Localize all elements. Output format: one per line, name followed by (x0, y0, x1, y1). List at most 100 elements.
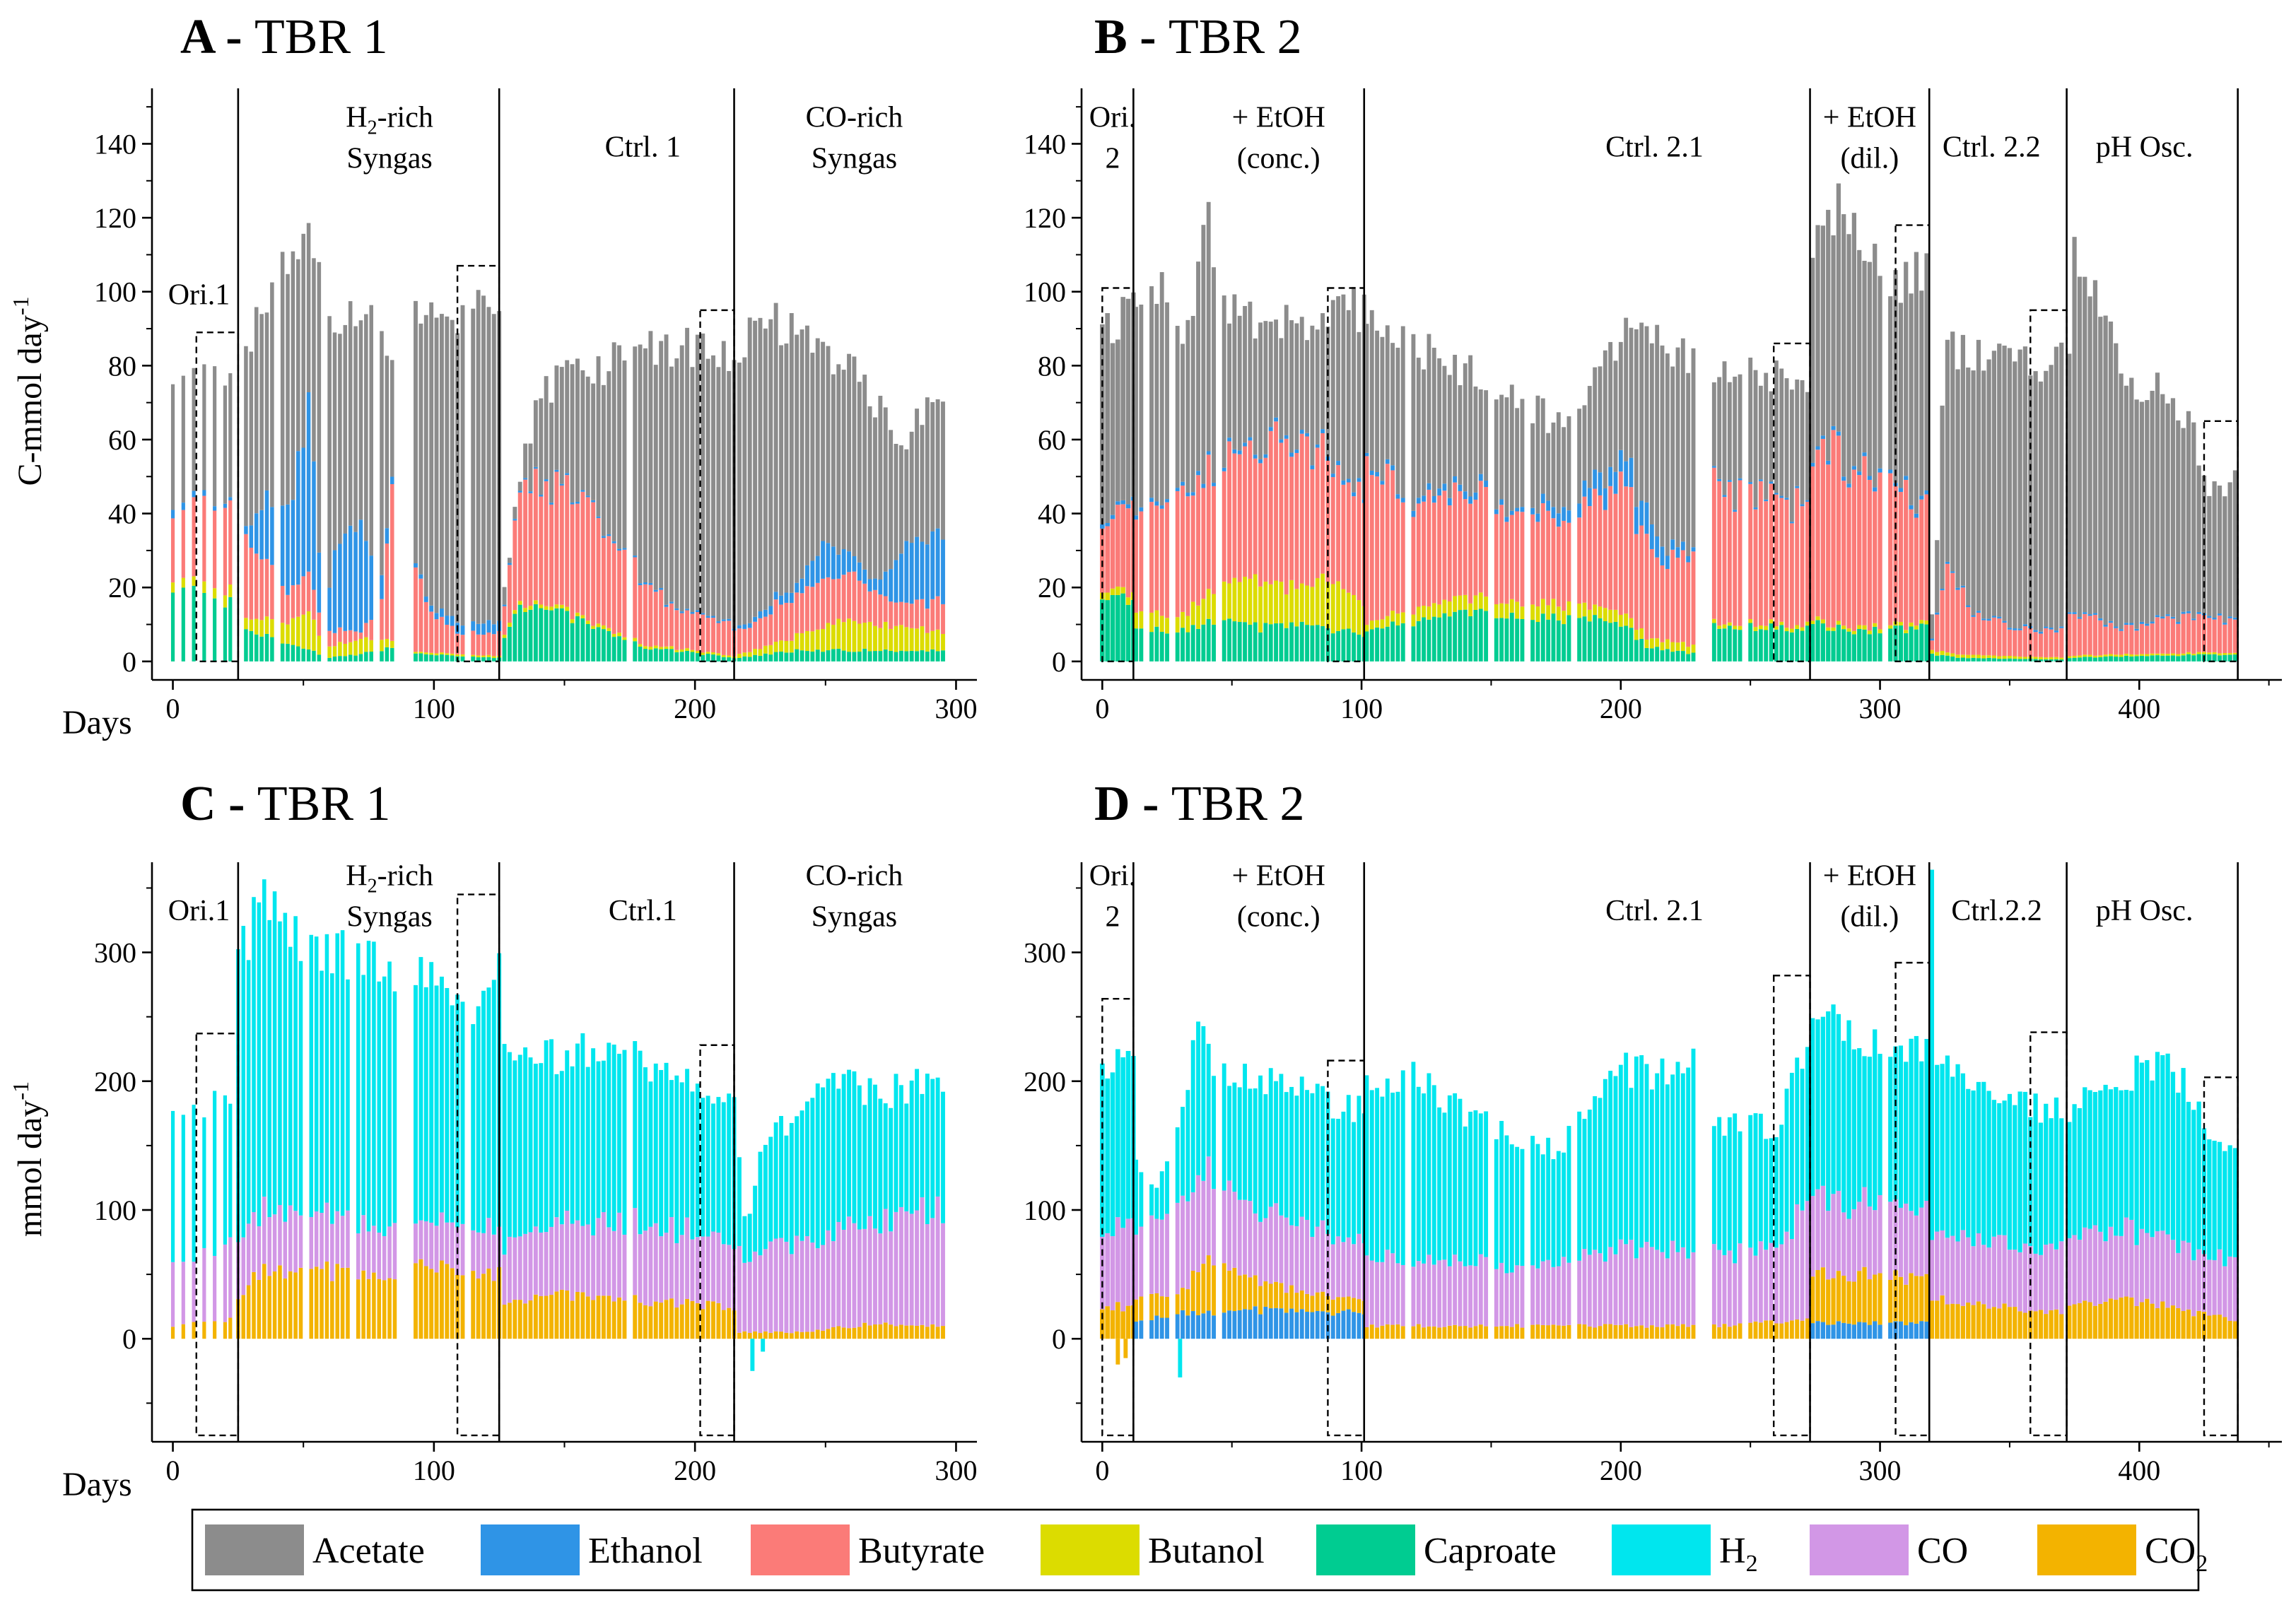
bar-co2 (617, 1297, 622, 1339)
bar-acetate (2150, 390, 2155, 622)
panel-letter: A (180, 10, 216, 64)
bar-butanol (705, 652, 710, 654)
bar-butanol (1336, 581, 1341, 631)
bar-butyrate (2092, 614, 2098, 656)
bar-ethanol (810, 560, 815, 587)
bar-butanol (1644, 640, 1649, 648)
bar-co2 (1509, 1327, 1514, 1339)
bar-ethanol (1385, 459, 1390, 464)
bar-ethanol (1206, 451, 1211, 455)
bar-caproate (2150, 655, 2155, 662)
bar-caproate (1196, 628, 1200, 662)
bar-butyrate (2119, 630, 2124, 655)
bar-co2 (257, 1279, 262, 1339)
bar-h2 (1738, 1131, 1742, 1244)
bar-butyrate (857, 580, 862, 624)
bar-caproate (1665, 649, 1670, 662)
bar-co (2124, 1217, 2129, 1297)
bar-acetate (280, 252, 285, 506)
bar-acetate (889, 430, 894, 570)
bar-butanol (701, 652, 705, 655)
bar-co2 (170, 1327, 175, 1339)
bar-co2 (1986, 1308, 1991, 1339)
x-tick-label: 0 (166, 1455, 180, 1486)
bar-butanol (481, 655, 486, 657)
bar-butyrate (1764, 501, 1769, 626)
bar-h2 (1139, 1172, 1144, 1227)
phase-label: Syngas (346, 143, 432, 175)
bar-co2 (1546, 1325, 1551, 1339)
bar-butyrate (852, 571, 857, 621)
bar-butanol (1520, 606, 1525, 619)
bar-butanol (181, 577, 185, 588)
bar-co2 (1422, 1327, 1427, 1339)
bar-butanol (930, 630, 935, 650)
bar-co (1655, 1250, 1660, 1327)
bar-butanol (941, 634, 945, 651)
bar-h2 (1587, 1109, 1592, 1255)
bar-butyrate (622, 549, 627, 637)
bar-co (2191, 1260, 2196, 1317)
bar-co (1598, 1253, 1603, 1327)
bar-butyrate (1680, 550, 1685, 642)
bar-co2 (2155, 1308, 2160, 1339)
bar-butanol (789, 640, 794, 653)
bar-butyrate (690, 613, 695, 650)
bar-co (664, 1233, 669, 1300)
bar-ethanol (1263, 1306, 1268, 1339)
legend-label-text: Butyrate (858, 1531, 985, 1571)
bar-ethanol (301, 447, 305, 577)
bar-ethanol (580, 490, 585, 492)
bar-butanol (1515, 601, 1520, 619)
legend-label-text: Acetate (312, 1531, 425, 1571)
bar-butanol (1422, 606, 1427, 618)
bar-ethanol (1826, 460, 1831, 465)
bar-butanol (1577, 604, 1582, 618)
bar-h2 (1680, 1073, 1685, 1247)
bar-butanol (1411, 614, 1416, 627)
bar-acetate (270, 282, 274, 507)
bar-co (1105, 1233, 1110, 1307)
legend-label-butyrate: Butyrate (858, 1531, 985, 1571)
bar-co (904, 1211, 909, 1326)
bar-co (784, 1241, 789, 1333)
bar-co2 (1960, 1305, 1966, 1339)
bar-acetate (1165, 302, 1169, 500)
bar-acetate (1330, 300, 1335, 474)
bar-caproate (2196, 654, 2201, 662)
bar-caproate (2227, 654, 2232, 662)
bar-caproate (353, 655, 358, 662)
bar-h2 (1629, 1088, 1634, 1240)
bar-butanol (1253, 574, 1258, 623)
bar-h2 (356, 943, 361, 1234)
bar-h2 (2002, 1100, 2007, 1235)
bar-acetate (862, 375, 867, 570)
bar-caproate (1159, 631, 1164, 662)
bar-caproate (270, 637, 274, 662)
bar-ethanol (674, 608, 679, 611)
bar-butyrate (1509, 515, 1514, 599)
bar-acetate (1232, 294, 1237, 449)
bar-butyrate (1149, 502, 1154, 613)
x-tick-label: 300 (1859, 1455, 1902, 1486)
bar-ethanol (622, 548, 627, 550)
bar-butyrate (1504, 522, 1509, 604)
bar-acetate (1341, 294, 1346, 481)
bar-butyrate (789, 603, 794, 641)
phase-label-text: Ctrl. 1 (605, 131, 681, 163)
bar-h2 (502, 1044, 507, 1255)
bar-butanol (1509, 599, 1514, 613)
bar-caproate (1945, 655, 1950, 662)
bar-butyrate (1185, 496, 1190, 616)
bar-h2 (241, 926, 246, 1238)
bar-h2 (2108, 1089, 2114, 1227)
bar-ethanol (2044, 626, 2049, 628)
bar-caproate (2160, 655, 2165, 662)
bar-acetate (1294, 323, 1299, 450)
bar-co2 (1385, 1324, 1390, 1339)
bar-h2 (2207, 1139, 2212, 1260)
bar-caproate (1243, 622, 1247, 662)
bar-butanol (1680, 642, 1685, 652)
legend-swatch-co (1810, 1524, 1909, 1575)
bar-co2 (1341, 1297, 1346, 1311)
